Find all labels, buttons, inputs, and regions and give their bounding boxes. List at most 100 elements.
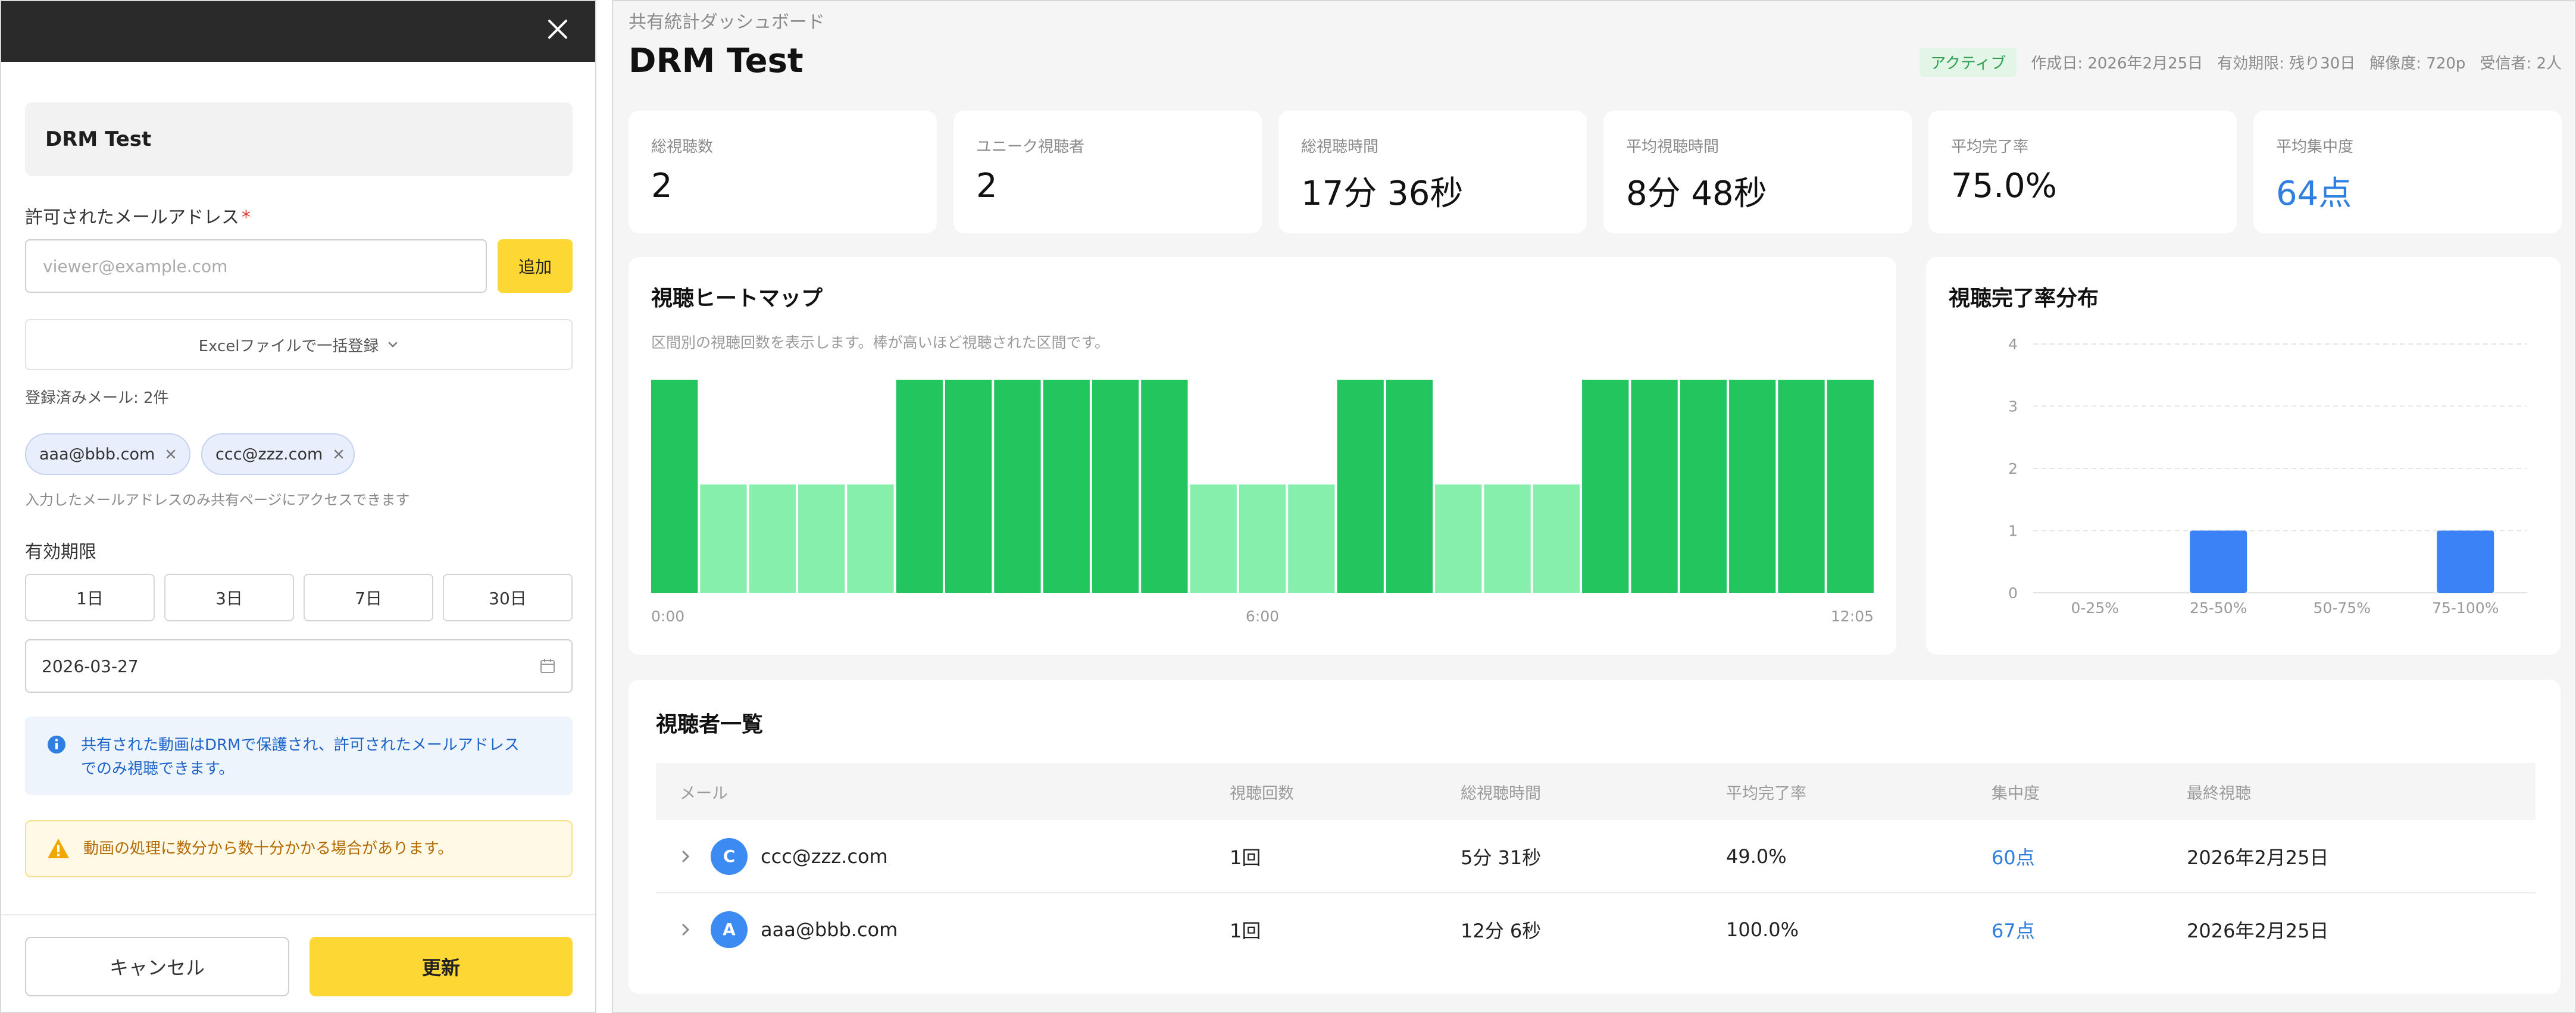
- avatar: C: [711, 837, 748, 875]
- x-tick-label: 50-75%: [2314, 599, 2371, 617]
- heatmap-x-label: 0:00: [651, 608, 684, 625]
- column-header-completion[interactable]: 平均完了率: [1726, 784, 1806, 803]
- access-note: 入力したメールアドレスのみ共有ページにアクセスできます: [25, 492, 410, 508]
- viewer-total-time: 5分 31秒: [1461, 846, 1542, 869]
- expand-row-button[interactable]: [680, 849, 698, 864]
- viewer-email: ccc@zzz.com: [761, 845, 888, 868]
- expiry-option-1d[interactable]: 1日: [25, 574, 155, 621]
- heatmap-bar: [1582, 380, 1629, 593]
- stat-value: 8分 48秒: [1626, 174, 1767, 213]
- y-tick-label: 0: [2008, 584, 2018, 602]
- panel-header-bar: [1, 1, 595, 62]
- heatmap-panel: 0:00 6:00 12:05 視聴ヒートマップ 区間別の視聴回数を表示します。棒が…: [629, 257, 1896, 655]
- expiry-remaining: 有効期限: 残り30日: [2217, 55, 2356, 73]
- expiry-option-30d[interactable]: 30日: [443, 574, 573, 621]
- table-header-row: メール 視聴回数 総視聴時間 平均完了率 集中度 最終視聴: [656, 763, 2536, 820]
- heatmap-bar: [1435, 484, 1482, 593]
- remove-email-button[interactable]: [165, 449, 176, 459]
- column-header-views[interactable]: 視聴回数: [1230, 784, 1294, 803]
- heatmap-description: 区間別の視聴回数を表示します。棒が高いほど視聴された区間です。: [651, 334, 1110, 351]
- expiry-option-7d[interactable]: 7日: [304, 574, 433, 621]
- stat-card-avg-completion: 平均完了率 75.0%: [1928, 111, 2237, 233]
- info-text-line1: 共有された動画はDRMで保護され、許可されたメールアドレス: [81, 736, 520, 754]
- viewer-email: aaa@bbb.com: [761, 918, 898, 941]
- stats-dashboard: 共有統計ダッシュボード DRM Test アクティブ 作成日: 2026年2月2…: [612, 0, 2576, 1013]
- viewer-focus-score[interactable]: 60点: [1992, 846, 2035, 869]
- heatmap-bar: [700, 484, 747, 593]
- heatmap-bar: [1631, 380, 1678, 593]
- close-icon: [548, 20, 567, 39]
- heatmap-bar: [1190, 484, 1237, 593]
- drm-info-box: 共有された動画はDRMで保護され、許可されたメールアドレス でのみ視聴できます。: [25, 717, 573, 795]
- heatmap-bar: [896, 380, 943, 593]
- column-header-total-time[interactable]: 総視聴時間: [1461, 784, 1541, 803]
- viewer-last-viewed: 2026年2月25日: [2187, 919, 2329, 942]
- expand-row-button[interactable]: [680, 923, 698, 937]
- heatmap-bar: [1043, 380, 1090, 593]
- column-header-email[interactable]: メール: [680, 784, 728, 803]
- stat-label: 平均視聴時間: [1626, 138, 1720, 156]
- heatmap-bar: [945, 380, 992, 593]
- viewers-title: 視聴者一覧: [656, 712, 764, 737]
- viewer-views: 1回: [1230, 919, 1261, 942]
- email-label-text: 許可されたメールアドレス: [25, 207, 239, 228]
- heatmap-bar: [1680, 380, 1727, 593]
- stat-value: 17分 36秒: [1301, 174, 1464, 213]
- stat-label: 平均集中度: [2276, 138, 2354, 156]
- viewer-email-cell: C ccc@zzz.com: [680, 837, 1206, 875]
- completion-distribution-panel: 0 1 2 3 4 0-25% 25-50% 50-75% 75-100% 視聴完了率分布: [1926, 257, 2561, 655]
- table-row[interactable]: A aaa@bbb.com 1回 12分 6秒 100.0% 67点 2026年…: [656, 893, 2536, 965]
- remove-email-button[interactable]: [333, 449, 344, 459]
- heatmap-bar: [798, 484, 845, 593]
- chevron-right-icon: [682, 924, 690, 935]
- expiry-label: 有効期限: [25, 542, 96, 562]
- email-chip: ccc@zzz.com: [201, 433, 355, 475]
- breadcrumb: 共有統計ダッシュボード: [629, 12, 825, 33]
- stat-value: 2: [976, 167, 998, 205]
- cancel-button[interactable]: キャンセル: [25, 937, 289, 996]
- chevron-right-icon: [682, 851, 690, 862]
- viewer-focus-score[interactable]: 67点: [1992, 919, 2035, 942]
- viewer-completion: 100.0%: [1726, 918, 1799, 941]
- warning-text: 動画の処理に数分から数十分かかる場合があります。: [83, 840, 454, 858]
- email-chip-label: ccc@zzz.com: [215, 445, 323, 464]
- close-button[interactable]: [537, 8, 579, 50]
- heatmap-bar: [1827, 380, 1874, 593]
- heatmap-chart: 0:00 6:00 12:05: [651, 380, 1874, 625]
- expiry-option-3d[interactable]: 3日: [164, 574, 294, 621]
- email-chip-label: aaa@bbb.com: [39, 445, 155, 464]
- avatar: A: [711, 911, 748, 948]
- stat-card-avg-focus: 平均集中度 64点: [2253, 111, 2562, 233]
- heatmap-bar: [1288, 484, 1335, 593]
- column-header-last-viewed[interactable]: 最終視聴: [2187, 784, 2251, 803]
- column-header-focus[interactable]: 集中度: [1992, 784, 2040, 803]
- expiry-date-field[interactable]: 2026-03-27: [25, 639, 573, 693]
- heatmap-bar: [1092, 380, 1139, 593]
- email-input[interactable]: [25, 239, 487, 293]
- email-chip: aaa@bbb.com: [25, 433, 190, 475]
- y-tick-label: 4: [2008, 336, 2018, 353]
- registered-count: 登録済みメール: 2件: [25, 389, 169, 407]
- heatmap-x-label: 6:00: [1246, 608, 1279, 625]
- heatmap-x-label: 12:05: [1831, 608, 1874, 625]
- stat-value: 75.0%: [1951, 167, 2057, 205]
- update-button[interactable]: 更新: [310, 937, 573, 996]
- stat-card-total-watch-time: 総視聴時間 17分 36秒: [1278, 111, 1587, 233]
- resolution: 解像度: 720p: [2369, 55, 2466, 73]
- page-title: DRM Test: [629, 42, 804, 80]
- stat-value: 2: [651, 167, 673, 205]
- table-row[interactable]: C ccc@zzz.com 1回 5分 31秒 49.0% 60点 2026年2…: [656, 820, 2536, 893]
- viewers-panel: 視聴者一覧 メール 視聴回数 総視聴時間 平均完了率 集中度 最終視聴: [629, 680, 2561, 994]
- expiry-date-value: 2026-03-27: [42, 656, 139, 676]
- warning-icon: [48, 839, 69, 858]
- stat-card-total-views: 総視聴数 2: [629, 111, 937, 233]
- heatmap-bar: [1778, 380, 1825, 593]
- add-email-button[interactable]: 追加: [498, 239, 573, 293]
- viewer-email-cell: A aaa@bbb.com: [680, 911, 1206, 948]
- excel-import-button[interactable]: Excelファイルで一括登録: [25, 319, 573, 370]
- heatmap-bar: [1484, 484, 1531, 593]
- info-icon: [48, 736, 65, 754]
- heatmap-title: 視聴ヒートマップ: [651, 286, 823, 311]
- viewer-views: 1回: [1230, 846, 1261, 869]
- stat-label: 総視聴数: [651, 138, 714, 156]
